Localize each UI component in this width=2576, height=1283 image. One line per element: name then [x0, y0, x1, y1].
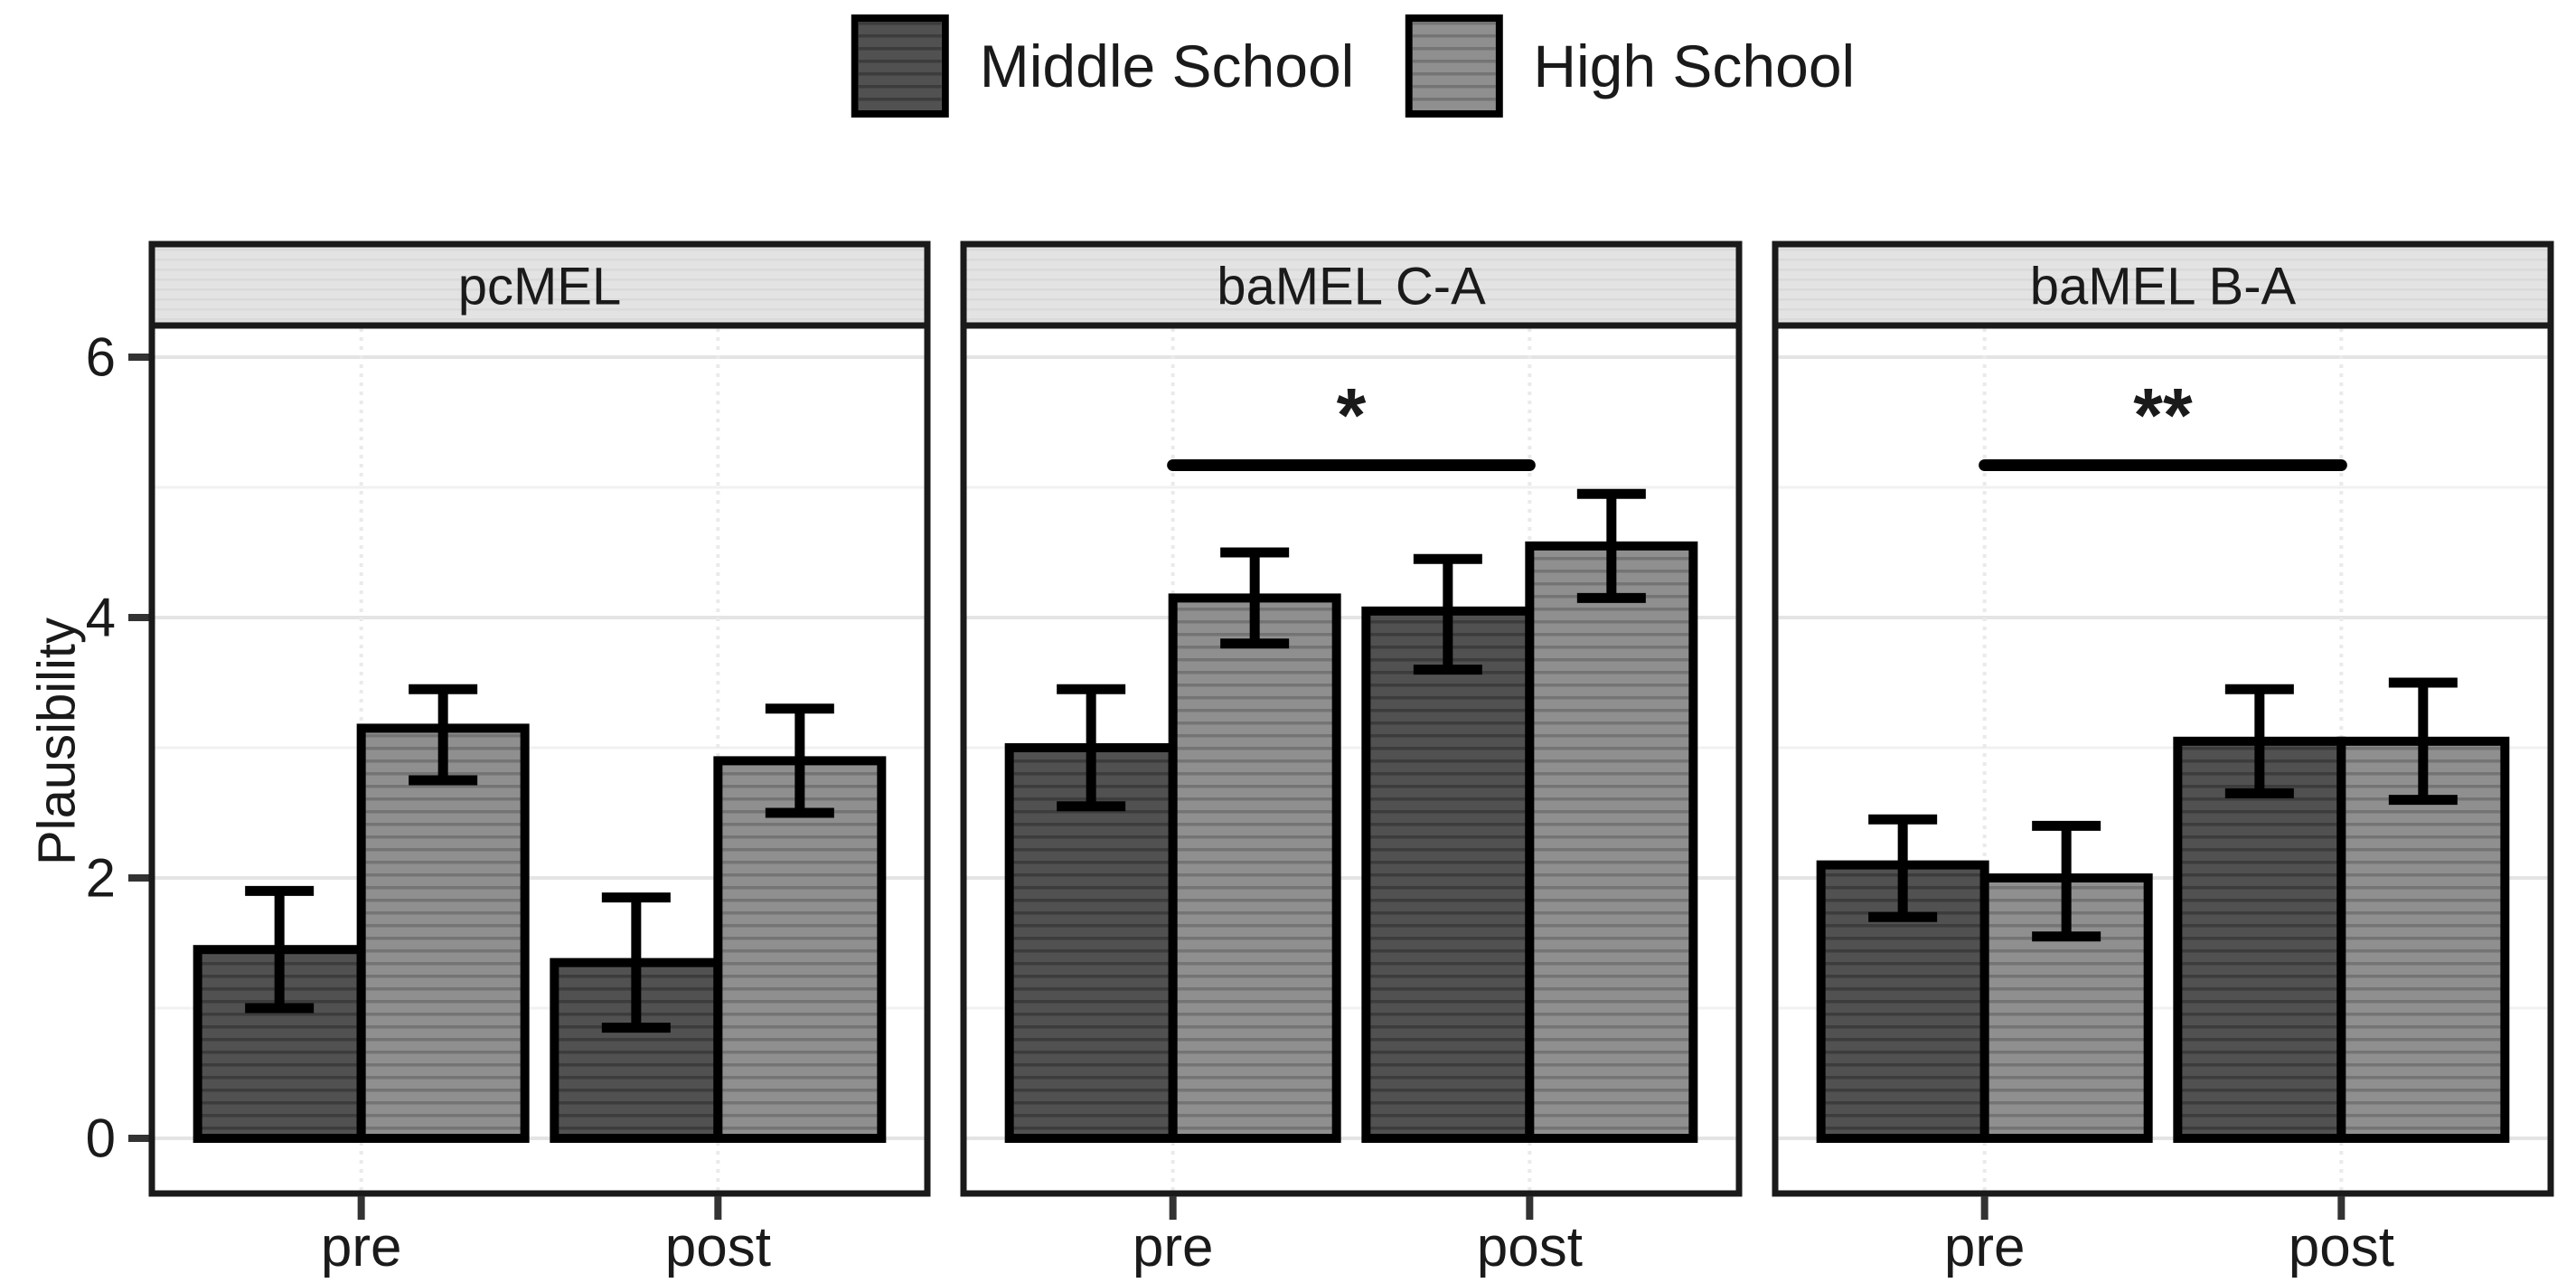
- panel-bamel-b-a: baMEL B-A ** pre post: [1772, 241, 2554, 1278]
- x-axis-tick-label: post: [665, 1216, 771, 1278]
- legend-label-high-school: High School: [1533, 33, 1856, 99]
- bar-middle-school-post: [1361, 606, 1535, 1143]
- legend-swatch-high-school-icon: [1405, 14, 1503, 118]
- legend-label-middle-school: Middle School: [979, 33, 1355, 99]
- panel-border: [960, 322, 1743, 1197]
- legend-item-high-school: High School: [1405, 14, 1855, 118]
- y-axis-tick-label: 4: [86, 588, 116, 648]
- bar-high-school-post: [1525, 541, 1698, 1143]
- legend-swatch-middle-school-icon: [851, 14, 949, 118]
- y-axis: 0 2 4 6: [86, 327, 152, 1169]
- bar-middle-school-post: [2173, 736, 2346, 1143]
- panel-border: [148, 322, 931, 1197]
- bar-high-school-pre: [356, 723, 530, 1144]
- x-axis-tick-label: post: [2289, 1216, 2394, 1278]
- legend-item-middle-school: Middle School: [851, 14, 1355, 118]
- y-axis-tick-label: 6: [86, 327, 116, 388]
- bar-high-school-post: [713, 756, 887, 1144]
- x-axis-tick-label: pre: [1944, 1216, 2026, 1278]
- panel-bamel-c-a: baMEL C-A * pre post: [960, 241, 1743, 1278]
- facet-strip-label: pcMEL: [458, 258, 622, 316]
- significance-label: **: [2133, 373, 2193, 458]
- bar-high-school-pre: [1168, 593, 1341, 1143]
- panel-border: [1772, 322, 2554, 1197]
- facet-strip-label: baMEL C-A: [1217, 258, 1486, 316]
- y-axis-tick-label: 0: [86, 1108, 116, 1169]
- significance-label: *: [1337, 373, 1367, 458]
- x-axis-tick-label: pre: [1133, 1216, 1214, 1278]
- y-axis-tick-label: 2: [86, 848, 116, 909]
- x-axis-tick-label: post: [1477, 1216, 1583, 1278]
- panel-pcmel: pcMEL pre post: [148, 241, 931, 1278]
- legend: Middle School High School: [851, 11, 1855, 121]
- bar-high-school-post: [2336, 736, 2510, 1143]
- facet-strip-label: baMEL B-A: [2030, 258, 2297, 316]
- x-axis-tick-label: pre: [321, 1216, 402, 1278]
